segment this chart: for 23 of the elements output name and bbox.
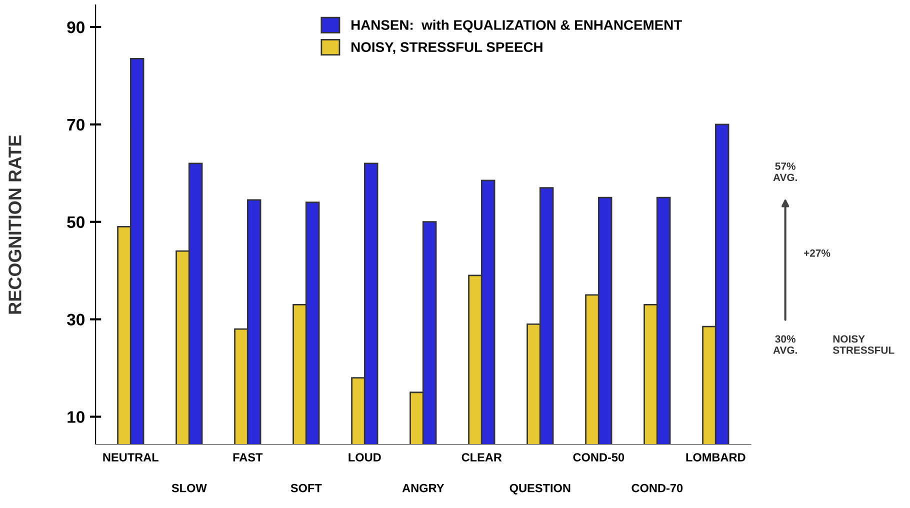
x-tick-label: NEUTRAL	[103, 453, 158, 462]
x-tick-label: CLEAR	[462, 453, 502, 462]
x-tick-label: ANGRY	[402, 484, 444, 492]
x-tick-label: SOFT	[290, 484, 322, 492]
legend-label: NOISY, STRESSFUL SPEECH	[352, 42, 542, 54]
y-axis-title: RECOGNITION RATE	[8, 135, 22, 314]
x-tick-label: FAST	[233, 453, 263, 462]
y-tick-label: 10	[68, 411, 84, 423]
x-tick-label: SLOW	[172, 484, 207, 492]
y-tick-label: 90	[67, 21, 84, 34]
x-tick-label: LOUD	[348, 453, 381, 462]
x-tick-label: COND-50	[573, 453, 624, 462]
x-tick-label: COND-70	[632, 484, 683, 492]
text: 57% AVG.	[773, 162, 797, 182]
y-tick-label: 50	[67, 216, 84, 228]
x-tick-label: QUESTION	[510, 484, 570, 494]
y-tick-label: 30	[66, 314, 84, 326]
text: 30% AVG.	[773, 335, 797, 354]
x-tick-label: LOMBARD	[686, 453, 746, 462]
text: NOISY STRESSFUL	[832, 335, 894, 354]
legend-label: HANSEN: with EQUALIZATION & ENHANCEMENT	[352, 20, 682, 33]
y-tick-label: 70	[67, 118, 84, 131]
text: +27%	[804, 249, 830, 257]
